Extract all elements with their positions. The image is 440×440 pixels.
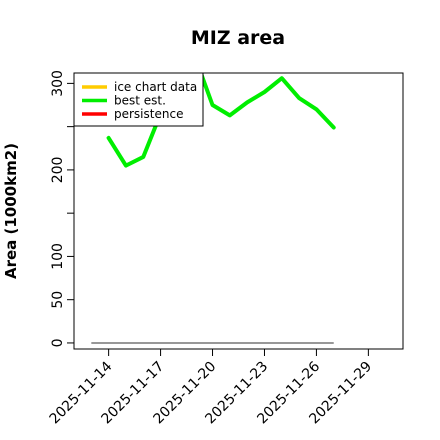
plot-frame	[73, 72, 404, 350]
chart-title: MIZ area	[191, 27, 285, 49]
y-tick-label: 100	[50, 243, 66, 270]
y-axis-label: Area (1000km2)	[2, 143, 20, 279]
y-tick-label: 300	[50, 70, 66, 97]
y-axis: 0 50 100 200 300	[50, 70, 74, 347]
legend-label: persistence	[114, 107, 183, 121]
x-axis: 2025-11-142025-11-172025-11-202025-11-23…	[47, 349, 375, 427]
legend-label: ice chart data	[114, 80, 197, 94]
y-tick-label: 200	[50, 157, 66, 184]
y-tick-label: 0	[50, 338, 66, 347]
legend-label: best est.	[114, 94, 166, 108]
plot-area	[91, 73, 336, 344]
y-tick-label: 50	[50, 291, 66, 309]
series-line-best-est	[106, 73, 336, 168]
